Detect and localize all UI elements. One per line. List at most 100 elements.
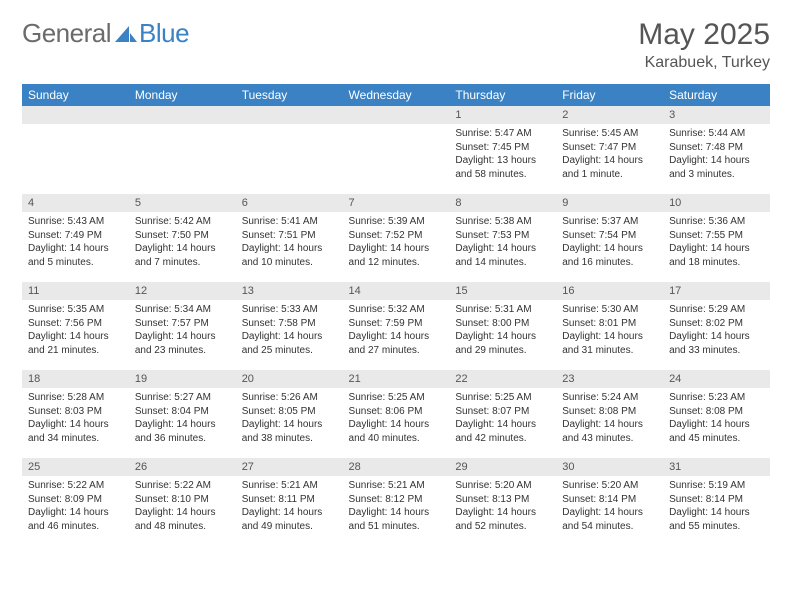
day-number-row: 123	[22, 106, 770, 124]
sunset-text: Sunset: 7:52 PM	[349, 229, 444, 243]
day-number: 6	[236, 194, 343, 212]
sunrise-text: Sunrise: 5:19 AM	[669, 479, 764, 493]
daylight-text: Daylight: 14 hours and 25 minutes.	[242, 330, 337, 357]
daylight-text: Daylight: 14 hours and 36 minutes.	[135, 418, 230, 445]
sunset-text: Sunset: 8:11 PM	[242, 493, 337, 507]
sunset-text: Sunset: 8:14 PM	[562, 493, 657, 507]
sunrise-text: Sunrise: 5:21 AM	[242, 479, 337, 493]
day-cell: Sunrise: 5:39 AMSunset: 7:52 PMDaylight:…	[343, 212, 450, 278]
sunset-text: Sunset: 8:01 PM	[562, 317, 657, 331]
day-number-row: 25262728293031	[22, 458, 770, 476]
daylight-text: Daylight: 14 hours and 45 minutes.	[669, 418, 764, 445]
sunrise-text: Sunrise: 5:20 AM	[562, 479, 657, 493]
logo-text-general: General	[22, 18, 111, 49]
day-cell: Sunrise: 5:42 AMSunset: 7:50 PMDaylight:…	[129, 212, 236, 278]
day-number: 4	[22, 194, 129, 212]
day-header: Monday	[129, 84, 236, 106]
sunset-text: Sunset: 7:50 PM	[135, 229, 230, 243]
sunrise-text: Sunrise: 5:37 AM	[562, 215, 657, 229]
day-cell: Sunrise: 5:33 AMSunset: 7:58 PMDaylight:…	[236, 300, 343, 366]
daylight-text: Daylight: 14 hours and 14 minutes.	[455, 242, 550, 269]
daylight-text: Daylight: 14 hours and 23 minutes.	[135, 330, 230, 357]
sunrise-text: Sunrise: 5:45 AM	[562, 127, 657, 141]
daylight-text: Daylight: 14 hours and 31 minutes.	[562, 330, 657, 357]
sunrise-text: Sunrise: 5:36 AM	[669, 215, 764, 229]
sunrise-text: Sunrise: 5:38 AM	[455, 215, 550, 229]
day-header: Friday	[556, 84, 663, 106]
day-cell: Sunrise: 5:45 AMSunset: 7:47 PMDaylight:…	[556, 124, 663, 190]
day-number	[236, 106, 343, 124]
daylight-text: Daylight: 14 hours and 51 minutes.	[349, 506, 444, 533]
sunrise-text: Sunrise: 5:34 AM	[135, 303, 230, 317]
day-number: 13	[236, 282, 343, 300]
sunrise-text: Sunrise: 5:35 AM	[28, 303, 123, 317]
sunset-text: Sunset: 7:53 PM	[455, 229, 550, 243]
daylight-text: Daylight: 14 hours and 7 minutes.	[135, 242, 230, 269]
month-title: May 2025	[638, 18, 770, 52]
day-cell: Sunrise: 5:30 AMSunset: 8:01 PMDaylight:…	[556, 300, 663, 366]
sunrise-text: Sunrise: 5:21 AM	[349, 479, 444, 493]
sunrise-text: Sunrise: 5:27 AM	[135, 391, 230, 405]
day-number: 12	[129, 282, 236, 300]
day-cell: Sunrise: 5:43 AMSunset: 7:49 PMDaylight:…	[22, 212, 129, 278]
sunset-text: Sunset: 8:08 PM	[562, 405, 657, 419]
page: General Blue May 2025 Karabuek, Turkey S…	[0, 0, 792, 612]
day-cell: Sunrise: 5:36 AMSunset: 7:55 PMDaylight:…	[663, 212, 770, 278]
daylight-text: Daylight: 14 hours and 5 minutes.	[28, 242, 123, 269]
sunrise-text: Sunrise: 5:26 AM	[242, 391, 337, 405]
daylight-text: Daylight: 14 hours and 34 minutes.	[28, 418, 123, 445]
day-header: Thursday	[449, 84, 556, 106]
sunset-text: Sunset: 8:03 PM	[28, 405, 123, 419]
day-number: 11	[22, 282, 129, 300]
daylight-text: Daylight: 14 hours and 10 minutes.	[242, 242, 337, 269]
day-cell: Sunrise: 5:37 AMSunset: 7:54 PMDaylight:…	[556, 212, 663, 278]
sunrise-text: Sunrise: 5:30 AM	[562, 303, 657, 317]
day-number: 10	[663, 194, 770, 212]
daylight-text: Daylight: 14 hours and 38 minutes.	[242, 418, 337, 445]
day-number: 16	[556, 282, 663, 300]
day-number: 15	[449, 282, 556, 300]
sunset-text: Sunset: 8:04 PM	[135, 405, 230, 419]
sunset-text: Sunset: 7:59 PM	[349, 317, 444, 331]
daylight-text: Daylight: 13 hours and 58 minutes.	[455, 154, 550, 181]
day-number: 31	[663, 458, 770, 476]
day-number: 26	[129, 458, 236, 476]
sunrise-text: Sunrise: 5:39 AM	[349, 215, 444, 229]
sunrise-text: Sunrise: 5:23 AM	[669, 391, 764, 405]
day-number: 20	[236, 370, 343, 388]
day-number-row: 45678910	[22, 194, 770, 212]
day-number: 3	[663, 106, 770, 124]
sunset-text: Sunset: 8:12 PM	[349, 493, 444, 507]
day-number: 25	[22, 458, 129, 476]
day-number: 30	[556, 458, 663, 476]
daylight-text: Daylight: 14 hours and 33 minutes.	[669, 330, 764, 357]
day-cell: Sunrise: 5:25 AMSunset: 8:06 PMDaylight:…	[343, 388, 450, 454]
logo-sail-icon	[115, 25, 137, 43]
day-cell: Sunrise: 5:20 AMSunset: 8:14 PMDaylight:…	[556, 476, 663, 542]
sunrise-text: Sunrise: 5:47 AM	[455, 127, 550, 141]
daylight-text: Daylight: 14 hours and 29 minutes.	[455, 330, 550, 357]
sunset-text: Sunset: 7:47 PM	[562, 141, 657, 155]
daylight-text: Daylight: 14 hours and 55 minutes.	[669, 506, 764, 533]
sunset-text: Sunset: 8:08 PM	[669, 405, 764, 419]
sunrise-text: Sunrise: 5:22 AM	[28, 479, 123, 493]
day-cell: Sunrise: 5:21 AMSunset: 8:12 PMDaylight:…	[343, 476, 450, 542]
day-number: 9	[556, 194, 663, 212]
day-number: 24	[663, 370, 770, 388]
day-cell: Sunrise: 5:32 AMSunset: 7:59 PMDaylight:…	[343, 300, 450, 366]
day-info-row: Sunrise: 5:22 AMSunset: 8:09 PMDaylight:…	[22, 476, 770, 542]
day-cell: Sunrise: 5:20 AMSunset: 8:13 PMDaylight:…	[449, 476, 556, 542]
day-cell	[236, 124, 343, 190]
sunset-text: Sunset: 8:10 PM	[135, 493, 230, 507]
day-cell: Sunrise: 5:29 AMSunset: 8:02 PMDaylight:…	[663, 300, 770, 366]
sunset-text: Sunset: 7:56 PM	[28, 317, 123, 331]
sunset-text: Sunset: 7:58 PM	[242, 317, 337, 331]
day-number: 23	[556, 370, 663, 388]
day-header: Sunday	[22, 84, 129, 106]
sunset-text: Sunset: 7:51 PM	[242, 229, 337, 243]
day-number	[22, 106, 129, 124]
sunrise-text: Sunrise: 5:28 AM	[28, 391, 123, 405]
day-cell: Sunrise: 5:19 AMSunset: 8:14 PMDaylight:…	[663, 476, 770, 542]
sunrise-text: Sunrise: 5:25 AM	[349, 391, 444, 405]
calendar-table: Sunday Monday Tuesday Wednesday Thursday…	[22, 84, 770, 543]
